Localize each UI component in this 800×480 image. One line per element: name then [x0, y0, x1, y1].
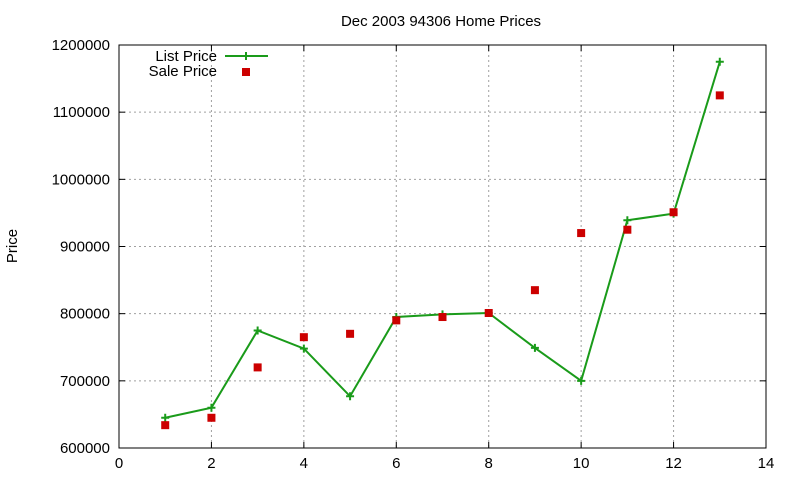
legend-label-sale-price: Sale Price [149, 63, 217, 80]
legend-marker-sale-price [242, 68, 250, 76]
list-price-point [161, 413, 170, 422]
list-price-point [530, 343, 539, 352]
sale-price-point [346, 329, 355, 338]
x-tick-label: 2 [207, 455, 215, 472]
list-price-point [253, 326, 262, 335]
y-axis-label: Price [4, 229, 21, 263]
y-tick-label: 900000 [60, 239, 110, 256]
x-tick-label: 10 [573, 455, 590, 472]
sale-price-point [669, 208, 678, 217]
series-group [161, 57, 724, 430]
list-price-point [207, 403, 216, 412]
sale-price-point [161, 421, 170, 430]
x-tick-label: 0 [115, 455, 123, 472]
sale-price-point [484, 308, 493, 317]
sale-price-point [715, 91, 724, 100]
sale-price-point [530, 286, 539, 295]
grid-lines [119, 45, 766, 448]
list-price-point [623, 216, 632, 225]
x-tick-label: 6 [392, 455, 400, 472]
y-tick-label: 1000000 [52, 171, 110, 188]
sale-price-point [577, 229, 586, 238]
x-tick-label: 4 [300, 455, 308, 472]
axis-ticks: 0 2 4 6 8 10 12 14 600000 700000 800000 900000 10000… [52, 37, 775, 472]
sale-price-point [253, 363, 262, 372]
list-price-point [346, 392, 355, 401]
sale-price-point [392, 316, 401, 325]
chart-title: Dec 2003 94306 Home Prices [341, 13, 541, 30]
y-tick-label: 1200000 [52, 37, 110, 54]
list-price-point [577, 376, 586, 385]
x-tick-label: 12 [665, 455, 682, 472]
legend-marker-list-price [242, 52, 250, 60]
y-tick-label: 600000 [60, 440, 110, 457]
plot-frame [118, 44, 767, 449]
y-tick-label: 1100000 [53, 104, 110, 121]
sale-price-point [438, 313, 447, 322]
list-price-line [165, 61, 721, 419]
x-tick-label: 8 [485, 455, 493, 472]
legend-label-list-price: List Price [155, 48, 217, 65]
sale-price-point [623, 225, 632, 234]
y-tick-label: 800000 [60, 306, 110, 323]
sale-price-point [207, 413, 216, 422]
list-price-point [299, 344, 308, 353]
y-tick-label: 700000 [60, 373, 110, 390]
list-price-point [715, 57, 724, 66]
x-tick-label: 14 [758, 455, 775, 472]
sale-price-point [299, 333, 308, 342]
